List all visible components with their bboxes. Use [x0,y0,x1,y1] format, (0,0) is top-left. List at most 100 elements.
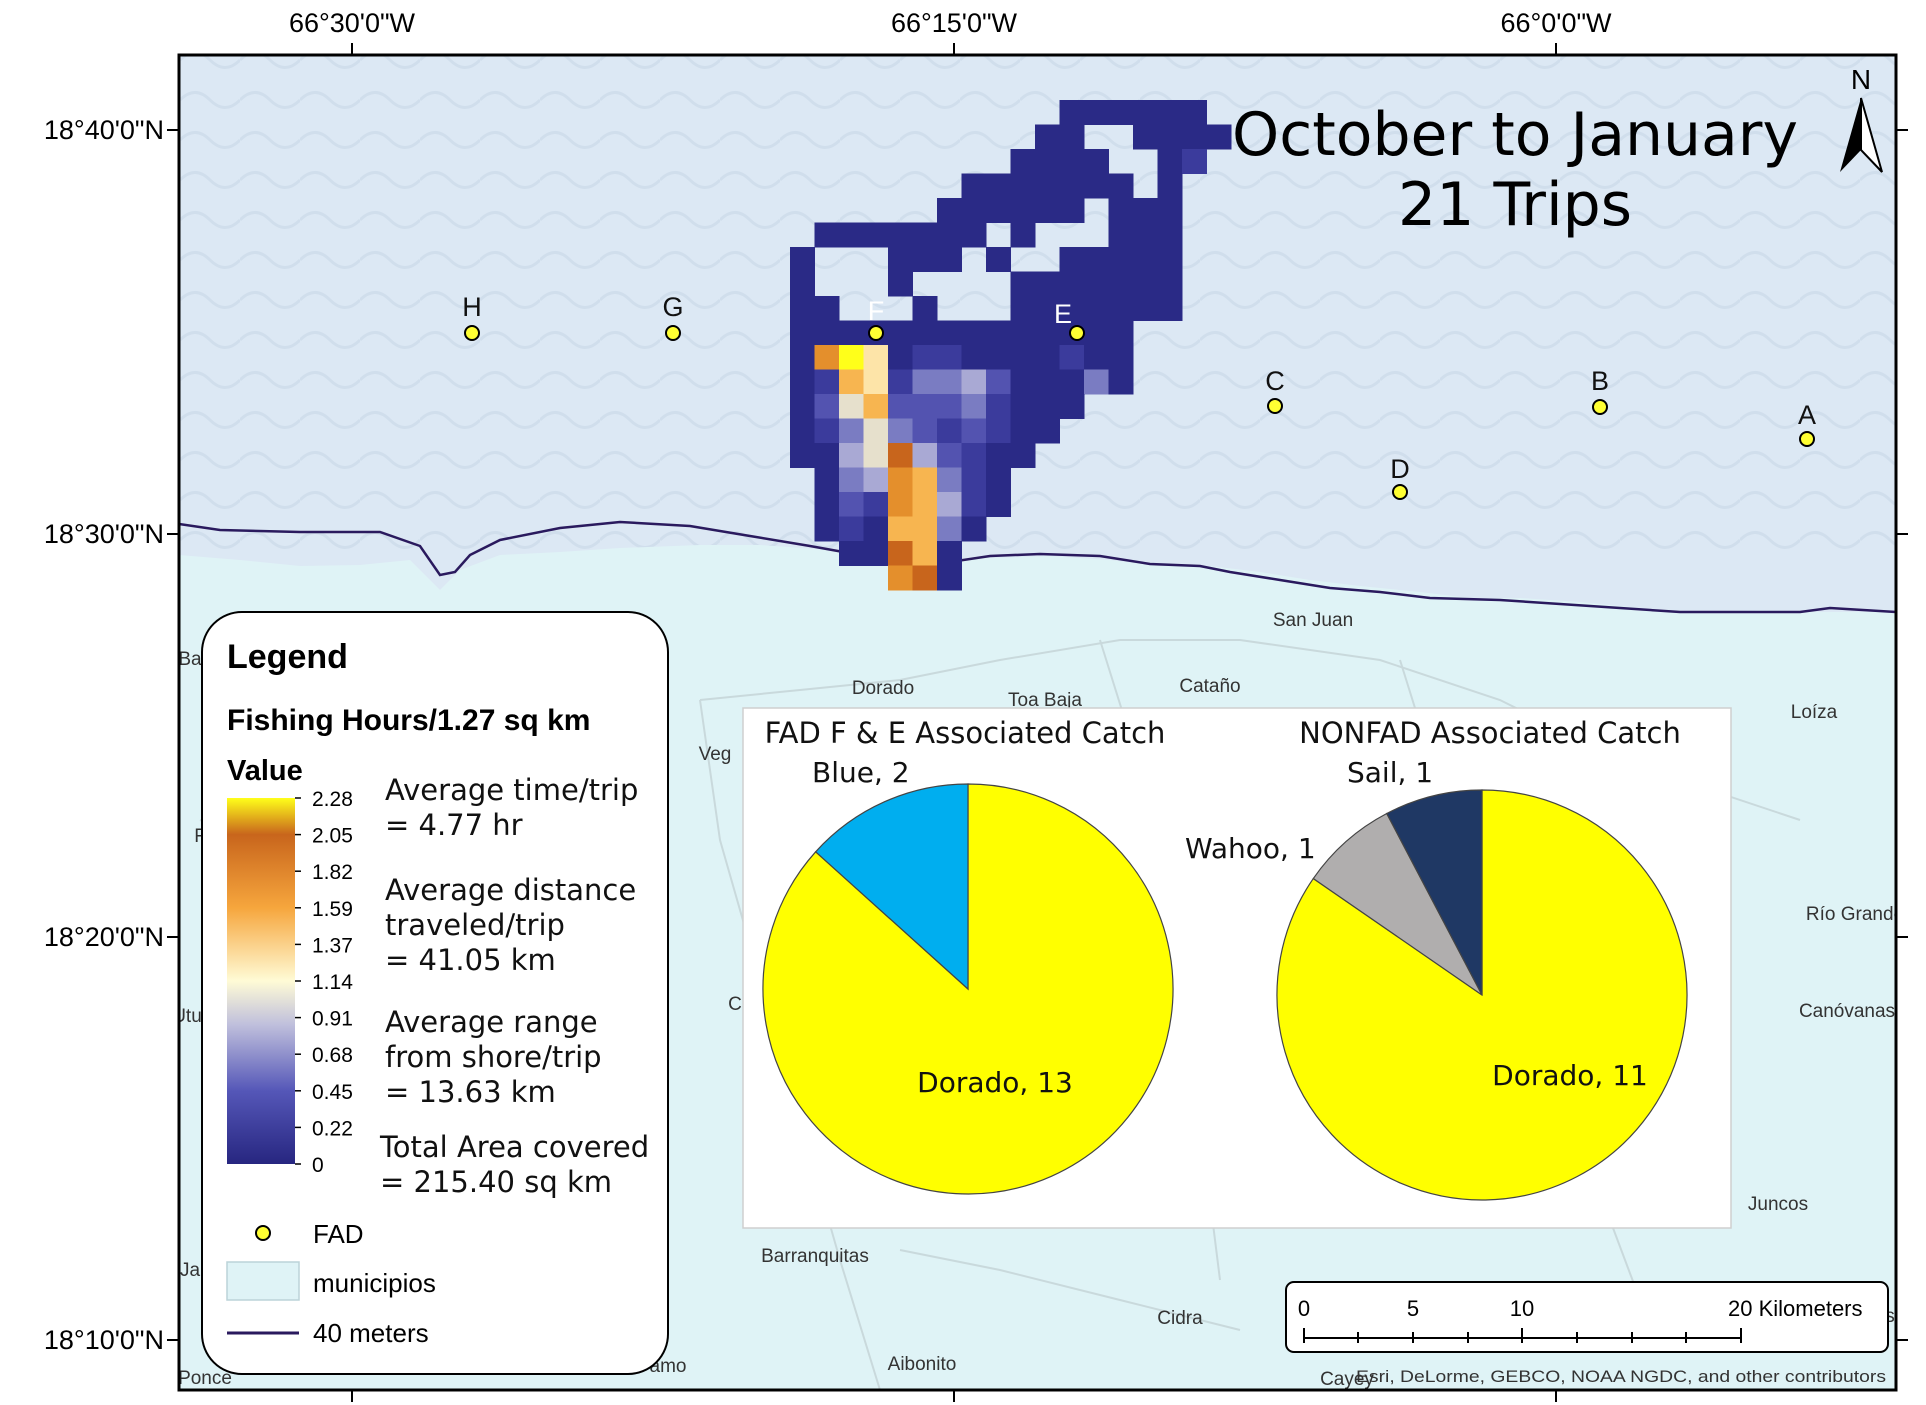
raster-cell [1182,124,1207,150]
ramp-tick-label: 0.45 [312,1081,353,1104]
place-label: Barranquitas [761,1246,869,1267]
raster-cell [1084,320,1109,346]
fad-point [1799,431,1815,447]
raster-cell [1059,369,1085,395]
raster-cell [1059,124,1085,150]
raster-cell [863,222,889,248]
raster-cell [912,492,938,517]
raster-cell [937,541,962,566]
fad-point [1267,398,1283,414]
raster-cell [937,369,962,395]
raster-cell [888,345,913,370]
stat-distance-line2: traveled/trip [385,908,565,942]
raster-cell [790,320,815,346]
raster-cell [912,418,938,444]
raster-cell [937,247,962,272]
stat-range-line3: = 13.63 km [385,1075,556,1109]
raster-cell [814,296,840,321]
fad-point [464,325,480,341]
raster-cell [961,443,987,468]
raster-cell [986,173,1011,199]
raster-cell [1133,247,1158,272]
raster-cell [839,222,864,248]
fad-point [1392,484,1408,500]
raster-cell [912,516,938,542]
place-label: Río Grande [1806,904,1904,925]
raster-cell [1157,271,1183,297]
raster-cell [986,418,1011,444]
40m-depth-line [179,520,1896,614]
raster-cell [1084,345,1109,370]
raster-cell [888,320,913,346]
raster-cell [1059,198,1085,223]
lat-label: 18°40'0"N [44,115,164,145]
raster-cell [986,247,1011,272]
scale-tick-0: 0 [1298,1296,1310,1321]
raster-cell [1035,394,1060,419]
place-label: Dorado [852,678,914,699]
raster-cell [888,516,913,542]
raster-cell [888,369,913,395]
fishing-hours-raster [790,100,1232,591]
raster-cell [912,467,938,493]
raster-cell [986,369,1011,395]
fad-symbol-icon [255,1225,271,1241]
ramp-tick-label: 2.28 [312,788,353,811]
raster-cell [912,247,938,272]
lon-label: 66°30'0"W [289,8,416,38]
raster-cell [961,492,987,517]
fad-label: D [1390,454,1410,484]
raster-cell [961,198,987,223]
raster-cell [790,394,815,419]
stat-time-line2: = 4.77 hr [385,808,523,842]
stat-area-line2: = 215.40 sq km [380,1165,612,1199]
raster-cell [814,492,840,517]
place-label: San Juan [1273,610,1353,631]
pie-title-fad: FAD F & E Associated Catch [765,716,1166,750]
raster-cell [1157,124,1183,150]
raster-cell [1059,345,1085,370]
raster-cell [1035,320,1060,346]
raster-cell [1010,271,1036,297]
raster-cell [1108,198,1134,223]
place-label: Ba [178,649,202,670]
raster-cell [912,320,938,346]
pie-slice-label: Wahoo, 1 [1185,832,1316,865]
raster-cell [1108,100,1134,125]
raster-cell [1010,369,1036,395]
legend-item-municipios: municipios [313,1268,436,1298]
raster-cell [1108,222,1134,248]
raster-cell [790,271,815,297]
place-label: Cayey [1320,1369,1374,1390]
ramp-ticks: 2.28 2.05 1.82 1.59 1.37 1.14 0.91 0.68 0.45 0.22… [295,788,353,1177]
north-label: N [1851,64,1871,95]
raster-cell [814,369,840,395]
lon-label: 66°0'0"W [1500,8,1612,38]
raster-cell [961,418,987,444]
raster-cell [863,394,889,419]
municipios-swatch [226,1261,300,1301]
stat-time-line1: Average time/trip [385,773,638,807]
raster-cell [1133,271,1158,297]
raster-cell [863,541,889,566]
lon-label: 66°15'0"W [891,8,1018,38]
raster-cell [1133,222,1158,248]
raster-cell [1010,320,1036,346]
raster-cell [863,345,889,370]
raster-cell [839,320,864,346]
latitude-labels: 18°40'0"N 18°30'0"N 18°20'0"N 18°10'0"N [44,115,164,1355]
legend-value-label: Value [227,755,303,787]
stat-distance-line3: = 41.05 km [385,943,556,977]
raster-cell [961,394,987,419]
raster-cell [961,173,987,199]
raster-cell [1059,296,1085,321]
raster-cell [961,516,987,542]
stat-range-line1: Average range [385,1005,598,1039]
raster-cell [937,565,962,591]
ramp-tick-label: 1.14 [312,971,353,994]
place-label: Aibonito [888,1354,957,1375]
pie-slice-label: Dorado, 11 [1492,1059,1648,1092]
pie-charts-panel: FAD F & E Associated Catch NONFAD Associ… [742,707,1732,1229]
fad-label: B [1591,366,1609,396]
